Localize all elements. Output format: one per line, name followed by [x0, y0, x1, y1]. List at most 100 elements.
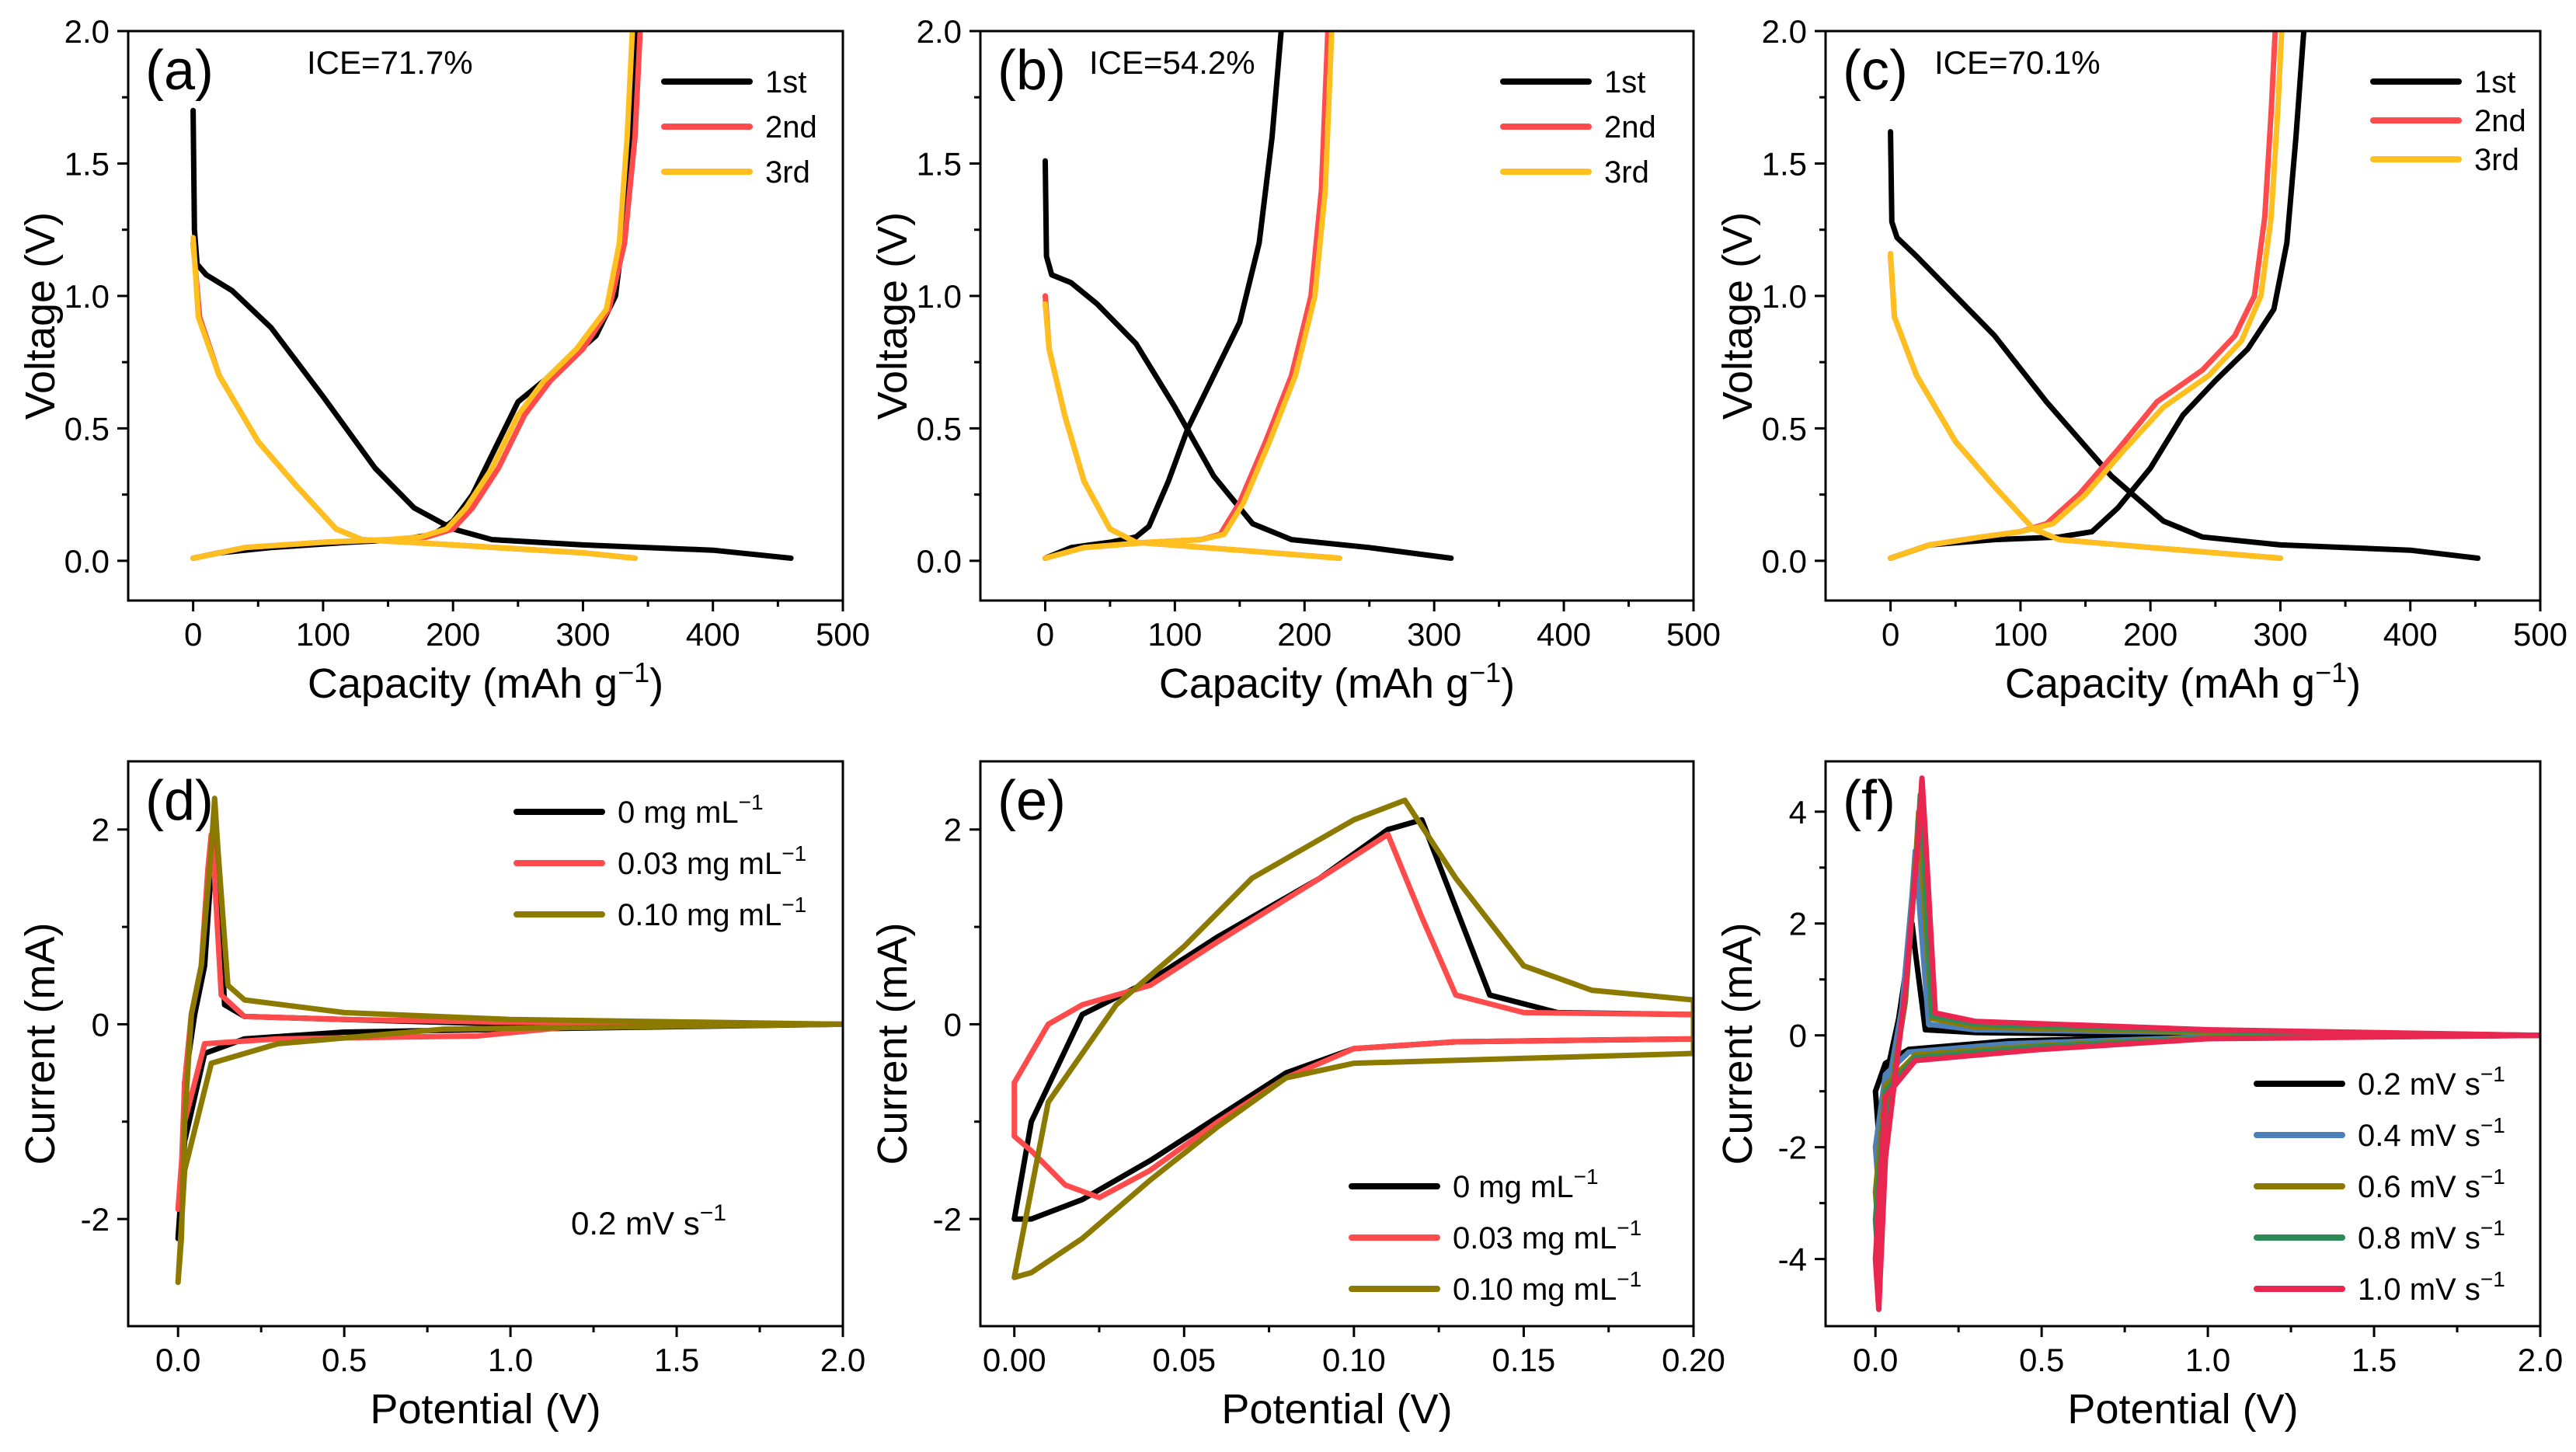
y-tick-label-e-2: 2	[944, 812, 962, 848]
y-tick-label-e-0: -2	[933, 1201, 962, 1238]
legend-label-main-b-2: 3rd	[1604, 155, 1649, 190]
series-line-c-3	[1888, 31, 2278, 561]
legend-label-main-f-0: 0.2 mV s	[2358, 1067, 2480, 1102]
panel-a: 0 100 200 300 400 500 0.0 0.5 1.0 1.5 2.0 Capacity …	[17, 13, 870, 707]
y-axis-label-f: Current (mA)	[1714, 922, 1761, 1165]
x-tick-label-a-1: 100	[296, 616, 350, 653]
legend-label-e-0: 0 mg mL−1	[1453, 1165, 1599, 1204]
legend-label-f-4: 1.0 mV s−1	[2358, 1267, 2505, 1307]
legend-label-sup-d-0: −1	[739, 790, 764, 814]
x-axis-label-tail-b: )	[1501, 660, 1515, 707]
series-group-b	[1043, 31, 1454, 561]
y-tick-label-f-4: 4	[1789, 794, 1807, 830]
y-tick-label-d-1: 0	[92, 1006, 110, 1043]
scan-rate-annotation-main-d: 0.2 mV s	[571, 1205, 700, 1241]
legend-label-main-d-2: 0.10 mg mL	[618, 898, 782, 932]
legend-label-main-b-0: 1st	[1604, 65, 1645, 99]
legend-label-a-1: 2nd	[765, 110, 817, 145]
series-line-b-1	[1043, 31, 1284, 561]
series-line-d-2	[175, 796, 843, 1286]
series-group-c	[1888, 31, 2481, 561]
y-tick-label-d-2: 2	[92, 812, 110, 848]
series-line-c-5	[1888, 31, 2285, 561]
series-line-c-4	[1888, 250, 2283, 561]
y-tick-label-a-1: 0.5	[64, 410, 110, 447]
x-axis-label-tail-a: )	[649, 660, 663, 707]
x-tick-label-a-2: 200	[426, 616, 480, 653]
x-tick-label-b-3: 300	[1407, 616, 1461, 653]
x-axis-label-sup-b: −1	[1469, 656, 1501, 688]
legend-label-f-1: 0.4 mV s−1	[2358, 1113, 2505, 1153]
x-tick-label-e-0: 0.00	[983, 1342, 1046, 1378]
legend-label-sup-e-2: −1	[1617, 1267, 1641, 1291]
x-tick-label-b-4: 400	[1537, 616, 1591, 653]
legend-e: 0 mg mL−10.03 mg mL−10.10 mg mL−1	[1349, 1165, 1641, 1307]
x-tick-label-e-1: 0.05	[1152, 1342, 1216, 1378]
x-tick-label-d-3: 1.5	[654, 1342, 699, 1378]
x-tick-label-d-0: 0.0	[155, 1342, 200, 1378]
legend-label-sup-f-0: −1	[2480, 1062, 2505, 1086]
legend-label-main-e-1: 0.03 mg mL	[1453, 1221, 1617, 1255]
y-tick-label-f-3: 2	[1789, 906, 1807, 942]
legend-label-sup-e-0: −1	[1574, 1165, 1599, 1189]
series-group-d	[175, 796, 843, 1286]
series-line-a-5	[190, 31, 635, 561]
legend-label-main-c-1: 2nd	[2474, 104, 2526, 138]
scan-rate-annotation-d: 0.2 mV s−1	[571, 1200, 726, 1241]
panel-c: 0 100 200 300 400 500 0.0 0.5 1.0 1.5 2.0 Capacity …	[1714, 13, 2567, 707]
x-tick-label-f-4: 2.0	[2518, 1342, 2563, 1378]
legend-c: 1st 2nd 3rd	[2370, 65, 2526, 177]
legend-label-d-0: 0 mg mL−1	[618, 790, 764, 830]
x-tick-label-b-0: 0	[1036, 616, 1054, 653]
series-line-c-0	[1888, 129, 2481, 561]
series-line-a-0	[190, 107, 794, 561]
panel-label-c: (c)	[1843, 40, 1908, 102]
x-tick-label-a-3: 300	[555, 616, 610, 653]
legend-label-sup-d-2: −1	[782, 893, 806, 917]
legend-label-sup-f-4: −1	[2480, 1267, 2505, 1291]
legend-label-main-a-0: 1st	[765, 65, 806, 99]
ice-annotation-a: ICE=71.7%	[307, 44, 473, 81]
x-axis-label-f: Potential (V)	[2067, 1386, 2298, 1433]
y-tick-label-c-1: 0.5	[1762, 410, 1807, 447]
series-line-b-2	[1043, 293, 1342, 561]
y-tick-label-e-1: 0	[944, 1006, 962, 1043]
legend-label-sup-d-1: −1	[782, 841, 806, 865]
x-tick-label-d-1: 0.5	[322, 1342, 367, 1378]
y-axis-label-a: Voltage (V)	[17, 212, 64, 420]
ice-annotation-c: ICE=70.1%	[1934, 44, 2101, 81]
plot-frame-e	[979, 760, 1695, 1328]
legend-label-e-1: 0.03 mg mL−1	[1453, 1216, 1641, 1255]
x-tick-label-c-1: 100	[1993, 616, 2048, 653]
series-group-e	[1011, 797, 1694, 1280]
y-tick-label-c-3: 1.5	[1762, 145, 1807, 182]
x-tick-label-c-4: 400	[2383, 616, 2438, 653]
legend-label-b-2: 3rd	[1604, 155, 1649, 190]
x-tick-label-f-1: 0.5	[2019, 1342, 2064, 1378]
x-tick-label-c-2: 200	[2123, 616, 2177, 653]
series-group-a	[190, 31, 794, 561]
series-line-c-2	[1888, 253, 2283, 561]
scan-rate-annotation-sup-d: −1	[700, 1200, 726, 1226]
x-tick-label-a-0: 0	[184, 616, 202, 653]
x-axis-label-sup-a: −1	[618, 656, 649, 688]
legend-d: 0 mg mL−10.03 mg mL−10.10 mg mL−1	[513, 790, 806, 932]
plot-frame-b	[979, 30, 1695, 602]
legend-label-e-2: 0.10 mg mL−1	[1453, 1267, 1641, 1307]
legend-label-sup-f-1: −1	[2480, 1113, 2505, 1137]
legend-label-main-f-3: 0.8 mV s	[2358, 1221, 2480, 1255]
panel-label-b: (b)	[997, 40, 1066, 102]
plot-frame-c	[1824, 30, 2542, 602]
y-tick-label-f-0: -4	[1778, 1241, 1807, 1278]
x-tick-label-b-5: 500	[1666, 616, 1721, 653]
panel-label-e: (e)	[997, 770, 1066, 832]
legend-a: 1st 2nd 3rd	[661, 65, 817, 190]
ice-annotation-b: ICE=54.2%	[1089, 44, 1255, 81]
x-tick-label-b-1: 100	[1147, 616, 1202, 653]
legend-label-main-c-0: 1st	[2474, 65, 2515, 99]
x-axis-label-c: Capacity (mAh g−1)	[2005, 656, 2361, 707]
y-tick-label-a-4: 2.0	[64, 13, 110, 50]
y-tick-label-a-3: 1.5	[64, 145, 110, 182]
x-tick-label-d-2: 1.0	[488, 1342, 533, 1378]
x-tick-label-e-4: 0.20	[1662, 1342, 1725, 1378]
